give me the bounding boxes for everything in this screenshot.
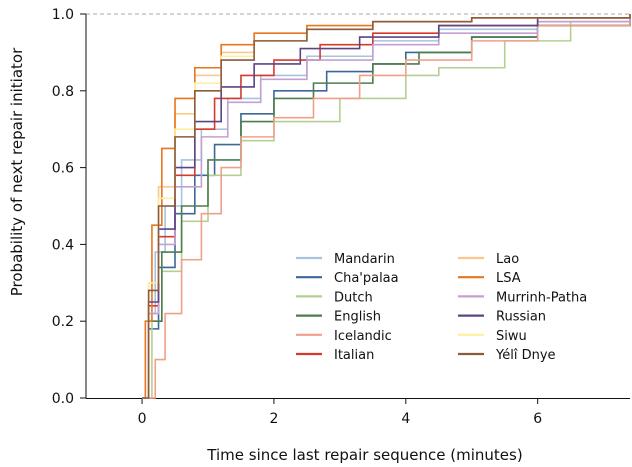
legend-label: Lao xyxy=(496,252,519,267)
y-axis-label: Probability of next repair initiator xyxy=(8,47,26,296)
legend-label: Cha'palaa xyxy=(334,271,399,286)
legend: Mandarin Cha'palaa Dutch English Icelandic It… xyxy=(296,252,587,363)
legend-label: Siwu xyxy=(496,329,527,344)
series-line xyxy=(142,17,631,399)
legend-label: Murrinh-Patha xyxy=(496,290,587,305)
y-tick-label: 0.6 xyxy=(52,161,74,177)
series-line xyxy=(142,14,631,399)
legend-label: Russian xyxy=(496,310,546,325)
x-axis-label: Time since last repair sequence (minutes… xyxy=(206,446,522,464)
legend-label: Mandarin xyxy=(334,252,395,267)
legend-label: Yélî Dnye xyxy=(495,348,556,363)
legend-label: Italian xyxy=(334,348,374,363)
legend-label: LSA xyxy=(496,271,521,286)
y-tick-label: 1.0 xyxy=(52,7,74,23)
y-tick-label: 0.0 xyxy=(52,391,74,407)
series-line xyxy=(142,17,631,399)
y-tick-label: 0.2 xyxy=(52,314,74,330)
x-tick-label: 6 xyxy=(533,411,542,427)
plot-area: 0 2 4 6 0.0 0.2 0.4 0.6 0.8 1.0 Mandarin Cha'palaa D… xyxy=(52,7,631,427)
y-tick-label: 0.4 xyxy=(52,237,74,253)
x-tick-label: 0 xyxy=(138,411,147,427)
legend-label: English xyxy=(334,310,381,325)
legend-label: Icelandic xyxy=(334,329,392,344)
x-tick-label: 2 xyxy=(269,411,278,427)
x-tick-label: 4 xyxy=(401,411,410,427)
legend-label: Dutch xyxy=(334,290,373,305)
y-tick-label: 0.8 xyxy=(52,84,74,100)
